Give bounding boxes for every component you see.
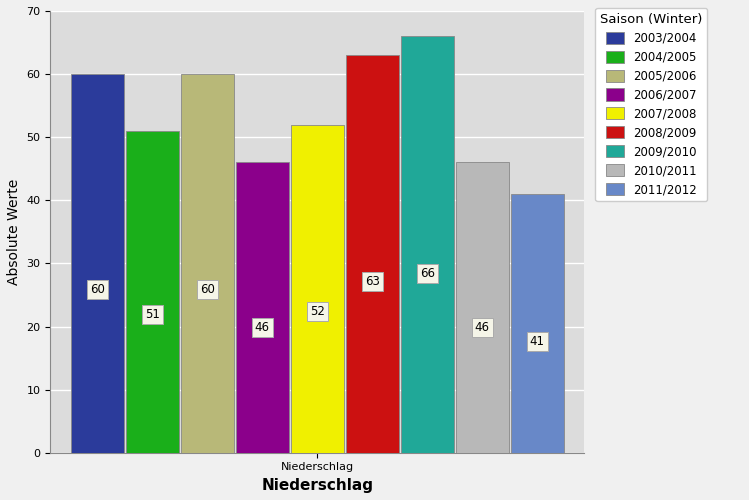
Text: 60: 60 bbox=[90, 284, 105, 296]
Text: 51: 51 bbox=[145, 308, 160, 321]
Text: 66: 66 bbox=[420, 267, 435, 280]
Bar bbox=[401, 36, 454, 453]
X-axis label: Niederschlag: Niederschlag bbox=[261, 478, 373, 493]
Bar bbox=[291, 124, 344, 453]
Text: 60: 60 bbox=[200, 284, 215, 296]
Bar bbox=[126, 131, 179, 453]
Bar bbox=[456, 162, 509, 453]
Text: 63: 63 bbox=[365, 276, 380, 288]
Text: 46: 46 bbox=[475, 322, 490, 334]
Bar bbox=[346, 55, 398, 453]
Text: 46: 46 bbox=[255, 322, 270, 334]
Text: 52: 52 bbox=[310, 305, 325, 318]
Text: 41: 41 bbox=[530, 335, 545, 348]
Bar bbox=[236, 162, 289, 453]
Y-axis label: Absolute Werte: Absolute Werte bbox=[7, 178, 21, 285]
Bar bbox=[511, 194, 564, 453]
Legend: 2003/2004, 2004/2005, 2005/2006, 2006/2007, 2007/2008, 2008/2009, 2009/2010, 201: 2003/2004, 2004/2005, 2005/2006, 2006/20… bbox=[595, 8, 707, 201]
Bar bbox=[70, 74, 124, 453]
Bar bbox=[181, 74, 234, 453]
